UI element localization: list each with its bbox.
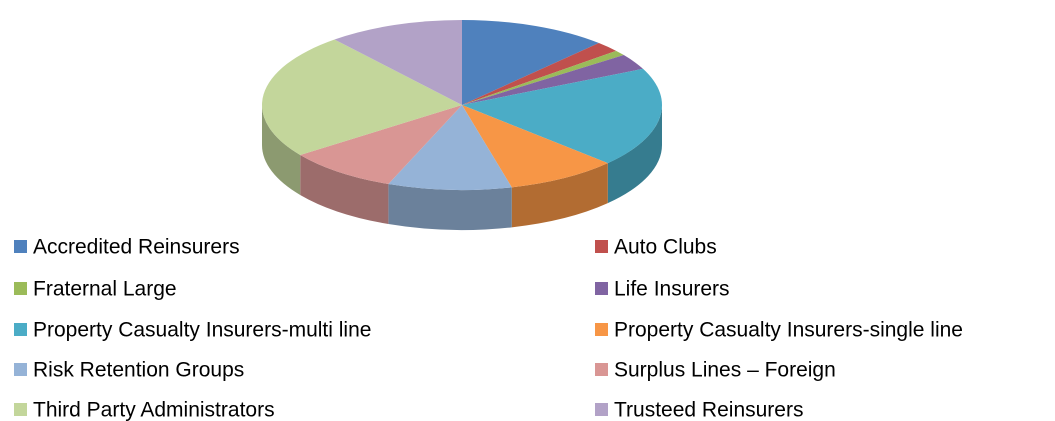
legend-label: Fraternal Large	[33, 278, 177, 301]
legend-swatch	[595, 403, 608, 416]
legend-label: Property Casualty Insurers-single line	[614, 319, 963, 342]
slice	[300, 105, 462, 185]
legend-item: Property Casualty Insurers-single line	[595, 319, 963, 342]
legend-item: Trusteed Reinsurers	[595, 399, 803, 421]
legend-swatch	[595, 282, 608, 295]
legend-label: Risk Retention Groups	[33, 359, 244, 382]
legend-item: Third Party Administrators	[14, 399, 275, 421]
slice-side	[511, 163, 608, 228]
slice	[462, 20, 599, 105]
legend-label: Auto Clubs	[614, 236, 717, 259]
slice	[262, 39, 462, 155]
slice-side	[607, 105, 662, 204]
legend-swatch	[595, 363, 608, 376]
legend-item: Risk Retention Groups	[14, 359, 244, 382]
legend-swatch	[14, 363, 27, 376]
slice-side	[388, 184, 512, 230]
legend-swatch	[14, 323, 27, 336]
slice	[462, 43, 617, 105]
legend-item: Property Casualty Insurers-multi line	[14, 319, 371, 342]
legend-swatch	[14, 403, 27, 416]
legend-swatch	[14, 240, 27, 253]
slice	[462, 50, 624, 105]
slice	[462, 68, 662, 164]
slice-side	[300, 154, 389, 225]
legend-swatch	[595, 323, 608, 336]
legend-item: Accredited Reinsurers	[14, 236, 240, 259]
legend-item: Auto Clubs	[595, 236, 717, 259]
legend-label: Third Party Administrators	[33, 399, 275, 421]
legend-item: Life Insurers	[595, 278, 730, 301]
legend-label: Accredited Reinsurers	[33, 236, 240, 259]
legend-swatch	[595, 240, 608, 253]
legend-label: Surplus Lines – Foreign	[614, 359, 836, 382]
legend-item: Surplus Lines – Foreign	[595, 359, 836, 382]
legend-label: Trusteed Reinsurers	[614, 399, 803, 421]
slice	[462, 55, 643, 105]
slice	[388, 105, 512, 190]
slice	[462, 105, 608, 188]
slice-side	[262, 105, 301, 195]
legend-label: Life Insurers	[614, 278, 730, 301]
legend-swatch	[14, 282, 27, 295]
legend-item: Fraternal Large	[14, 278, 177, 301]
slice	[334, 20, 462, 105]
legend-label: Property Casualty Insurers-multi line	[33, 319, 371, 342]
